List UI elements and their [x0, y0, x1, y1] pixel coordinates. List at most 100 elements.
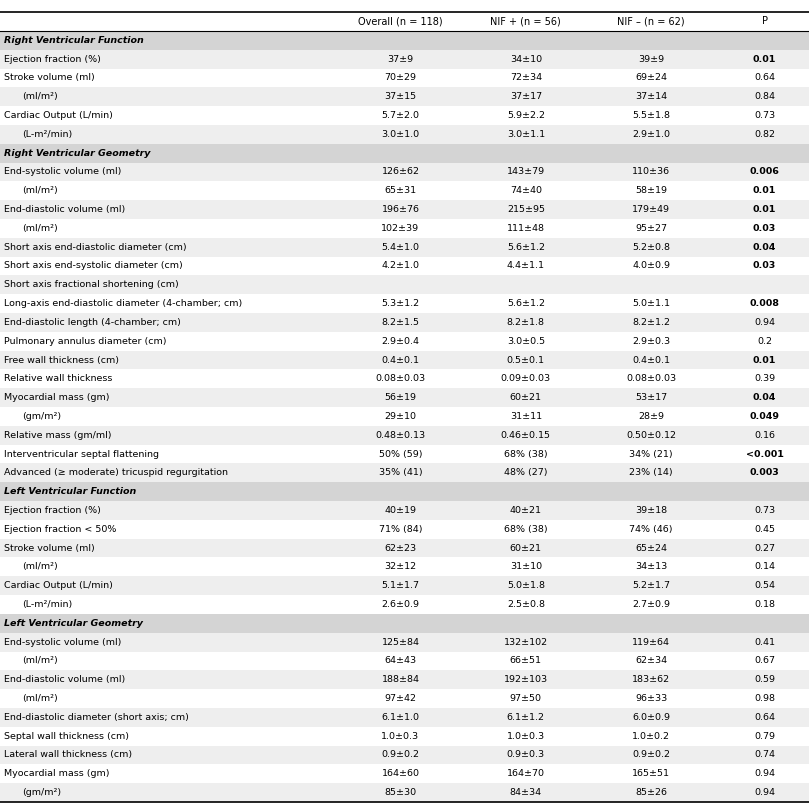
Text: 4.2±1.0: 4.2±1.0 [382, 261, 419, 271]
Bar [0, 746, 809, 764]
Text: 62±34: 62±34 [635, 656, 667, 666]
Bar [0, 238, 809, 256]
Bar [0, 783, 809, 802]
Text: 188±84: 188±84 [382, 675, 419, 684]
Bar [0, 181, 809, 200]
Text: 215±95: 215±95 [507, 205, 544, 214]
Text: 0.03: 0.03 [753, 224, 776, 233]
Text: 29±10: 29±10 [384, 412, 417, 421]
Text: 2.9±0.3: 2.9±0.3 [632, 337, 671, 346]
Bar [0, 463, 809, 482]
Text: 32±12: 32±12 [384, 563, 417, 571]
Text: (L-m²/min): (L-m²/min) [22, 130, 72, 139]
Text: 71% (84): 71% (84) [379, 525, 422, 534]
Bar [0, 50, 809, 69]
Text: 60±21: 60±21 [510, 543, 542, 553]
Text: Ejection fraction (%): Ejection fraction (%) [4, 506, 101, 515]
Text: (ml/m²): (ml/m²) [22, 92, 57, 102]
Bar [0, 12, 809, 31]
Text: Short axis end-systolic diameter (cm): Short axis end-systolic diameter (cm) [4, 261, 183, 271]
Text: 0.01: 0.01 [753, 355, 776, 364]
Text: Relative mass (gm/ml): Relative mass (gm/ml) [4, 430, 112, 440]
Text: 85±26: 85±26 [635, 788, 667, 797]
Text: 0.39: 0.39 [754, 374, 775, 384]
Text: NIF + (n = 56): NIF + (n = 56) [490, 16, 561, 27]
Text: 0.94: 0.94 [754, 769, 775, 779]
Text: Short axis end-diastolic diameter (cm): Short axis end-diastolic diameter (cm) [4, 243, 187, 251]
Bar [0, 388, 809, 407]
Text: 183±62: 183±62 [632, 675, 671, 684]
Text: 5.6±1.2: 5.6±1.2 [507, 299, 544, 308]
Text: 0.08±0.03: 0.08±0.03 [375, 374, 426, 384]
Bar [0, 369, 809, 388]
Text: 0.46±0.15: 0.46±0.15 [501, 430, 551, 440]
Text: 102±39: 102±39 [381, 224, 420, 233]
Text: (gm/m²): (gm/m²) [22, 412, 61, 421]
Text: (gm/m²): (gm/m²) [22, 788, 61, 797]
Text: 0.67: 0.67 [754, 656, 775, 666]
Text: 143±79: 143±79 [506, 168, 545, 177]
Bar [0, 87, 809, 106]
Text: (ml/m²): (ml/m²) [22, 224, 57, 233]
Text: 69±24: 69±24 [635, 73, 667, 82]
Text: 39±18: 39±18 [635, 506, 667, 515]
Text: 4.0±0.9: 4.0±0.9 [633, 261, 670, 271]
Text: 0.94: 0.94 [754, 788, 775, 797]
Text: 50% (59): 50% (59) [379, 450, 422, 459]
Bar [0, 106, 809, 125]
Text: 31±10: 31±10 [510, 563, 542, 571]
Text: 5.5±1.8: 5.5±1.8 [633, 111, 670, 120]
Text: 5.6±1.2: 5.6±1.2 [507, 243, 544, 251]
Text: Ejection fraction < 50%: Ejection fraction < 50% [4, 525, 116, 534]
Text: 62±23: 62±23 [384, 543, 417, 553]
Text: 5.0±1.8: 5.0±1.8 [507, 581, 544, 590]
Text: 0.4±0.1: 0.4±0.1 [382, 355, 419, 364]
Text: Ejection fraction (%): Ejection fraction (%) [4, 55, 101, 64]
Text: 0.4±0.1: 0.4±0.1 [633, 355, 670, 364]
Text: 0.41: 0.41 [754, 638, 775, 646]
Text: 96±33: 96±33 [635, 694, 667, 703]
Text: 0.73: 0.73 [754, 506, 775, 515]
Text: Pulmonary annulus diameter (cm): Pulmonary annulus diameter (cm) [4, 337, 167, 346]
Text: 2.9±0.4: 2.9±0.4 [382, 337, 419, 346]
Text: 97±42: 97±42 [384, 694, 417, 703]
Text: 70±29: 70±29 [384, 73, 417, 82]
Bar [0, 482, 809, 501]
Text: 2.5±0.8: 2.5±0.8 [507, 600, 544, 609]
Text: 0.008: 0.008 [749, 299, 780, 308]
Text: 2.6±0.9: 2.6±0.9 [382, 600, 419, 609]
Bar [0, 125, 809, 143]
Bar [0, 727, 809, 746]
Bar [0, 708, 809, 727]
Bar [0, 501, 809, 520]
Text: 111±48: 111±48 [507, 224, 544, 233]
Text: Stroke volume (ml): Stroke volume (ml) [4, 73, 95, 82]
Text: 5.1±1.7: 5.1±1.7 [382, 581, 419, 590]
Bar [0, 31, 809, 50]
Bar [0, 256, 809, 276]
Text: 0.09±0.03: 0.09±0.03 [501, 374, 551, 384]
Text: 3.0±1.0: 3.0±1.0 [381, 130, 420, 139]
Text: NIF – (n = 62): NIF – (n = 62) [617, 16, 685, 27]
Text: 39±9: 39±9 [638, 55, 664, 64]
Text: 6.1±1.2: 6.1±1.2 [507, 713, 544, 722]
Text: Lateral wall thickness (cm): Lateral wall thickness (cm) [4, 750, 132, 759]
Text: End-systolic volume (ml): End-systolic volume (ml) [4, 638, 121, 646]
Text: 0.01: 0.01 [753, 205, 776, 214]
Text: Cardiac Output (L/min): Cardiac Output (L/min) [4, 581, 113, 590]
Text: Long-axis end-diastolic diameter (4-chamber; cm): Long-axis end-diastolic diameter (4-cham… [4, 299, 242, 308]
Text: 0.14: 0.14 [754, 563, 775, 571]
Text: 56±19: 56±19 [384, 393, 417, 402]
Text: 65±24: 65±24 [635, 543, 667, 553]
Text: (ml/m²): (ml/m²) [22, 694, 57, 703]
Text: 0.006: 0.006 [750, 168, 779, 177]
Text: 0.45: 0.45 [754, 525, 775, 534]
Text: 0.50±0.12: 0.50±0.12 [626, 430, 676, 440]
Text: 6.1±1.0: 6.1±1.0 [382, 713, 419, 722]
Text: <0.001: <0.001 [746, 450, 783, 459]
Text: 0.84: 0.84 [754, 92, 775, 102]
Text: 5.0±1.1: 5.0±1.1 [633, 299, 670, 308]
Text: 4.4±1.1: 4.4±1.1 [507, 261, 544, 271]
Text: 0.54: 0.54 [754, 581, 775, 590]
Text: 66±51: 66±51 [510, 656, 542, 666]
